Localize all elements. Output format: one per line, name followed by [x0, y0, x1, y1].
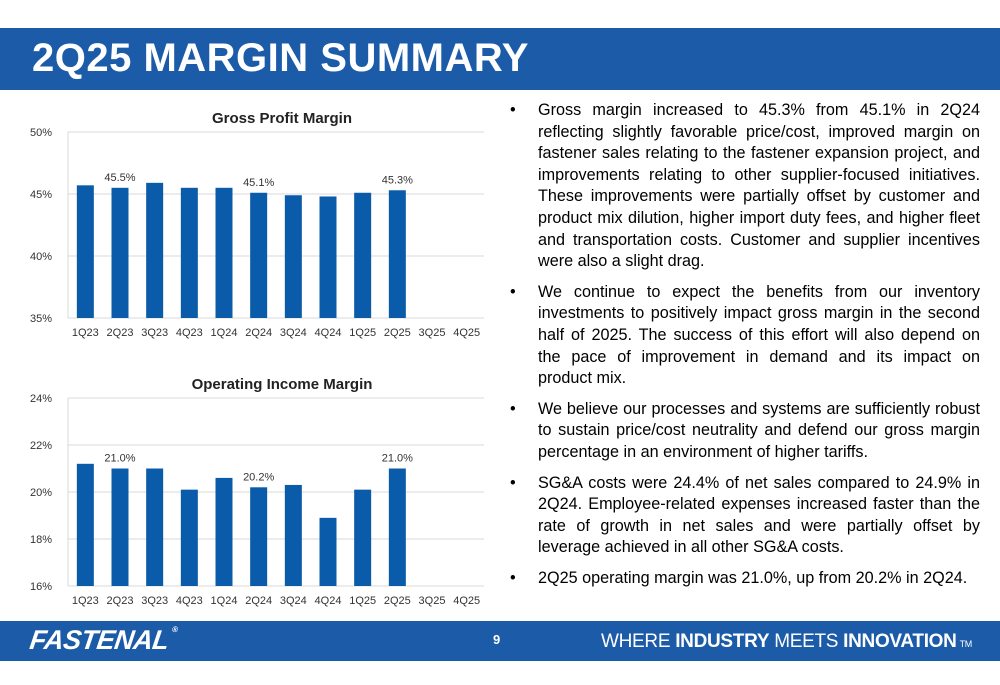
x-tick-label: 1Q24	[211, 327, 238, 339]
x-tick-label: 2Q25	[384, 595, 411, 607]
x-tick-label: 4Q25	[453, 327, 480, 339]
y-tick-label: 35%	[30, 313, 52, 325]
bullet-dot: •	[510, 282, 516, 301]
x-tick-label: 3Q24	[280, 327, 307, 339]
bar	[354, 489, 372, 586]
gross-profit-margin-svg: Gross Profit Margin 35% 40% 45% 50% 1Q23 2Q23 3…	[30, 110, 484, 339]
bullet-item: • Gross margin increased to 45.3% from 45…	[510, 100, 980, 273]
x-tick-label: 2Q25	[384, 327, 411, 339]
slide-title: 2Q25 MARGIN SUMMARY	[32, 36, 529, 80]
y-tick-label: 22%	[30, 440, 52, 452]
bar	[146, 468, 164, 586]
x-tick-label: 2Q24	[245, 595, 272, 607]
data-label: 21.0%	[382, 453, 413, 465]
bar	[146, 182, 164, 318]
y-tick-label: 24%	[30, 393, 52, 405]
bullet-list: • Gross margin increased to 45.3% from 45…	[510, 100, 980, 598]
bullet-text: 2Q25 operating margin was 21.0%, up from…	[538, 568, 968, 587]
gross-profit-margin-chart: Gross Profit Margin 35% 40% 45% 50% 1Q23 2Q23 3…	[0, 104, 490, 344]
tagline-word: MEETS	[774, 631, 839, 652]
registered-mark: ®	[171, 625, 179, 634]
x-tick-label: 2Q23	[107, 327, 134, 339]
y-tick-label: 16%	[30, 581, 52, 593]
bullet-item: • 2Q25 operating margin was 21.0%, up fro…	[510, 568, 980, 590]
page-number: 9	[493, 632, 501, 647]
operating-income-margin-svg: Operating Income Margin 16% 18% 20% 22% 24% 1Q…	[30, 376, 484, 607]
bullet-dot: •	[510, 568, 516, 587]
bar	[388, 190, 406, 318]
data-label: 21.0%	[104, 453, 135, 465]
x-tick-label: 1Q25	[349, 327, 376, 339]
tagline-word: INDUSTRY	[675, 631, 770, 652]
x-tick-label: 4Q23	[176, 595, 203, 607]
bar	[354, 192, 372, 318]
x-tick-label: 3Q23	[141, 327, 168, 339]
trademark-mark: TM	[959, 639, 973, 649]
bullet-item: • We continue to expect the benefits from…	[510, 282, 980, 390]
x-tick-label: 4Q24	[315, 595, 342, 607]
bullet-text: SG&A costs were 24.4% of net sales compa…	[538, 473, 980, 557]
bar	[180, 489, 198, 586]
y-tick-label: 18%	[30, 534, 52, 546]
bar	[250, 192, 268, 318]
bar	[76, 185, 94, 318]
bullet-dot: •	[510, 101, 516, 119]
bar	[284, 484, 302, 586]
data-label: 20.2%	[243, 471, 274, 483]
data-label: 45.3%	[382, 174, 413, 186]
chart-title: Gross Profit Margin	[212, 110, 352, 127]
bar	[319, 196, 337, 318]
bullet-dot: •	[510, 399, 516, 418]
bar	[250, 487, 268, 586]
bullet-text: Gross margin increased to 45.3% from 45.…	[538, 101, 980, 271]
x-tick-label: 1Q23	[72, 595, 99, 607]
title-bar: 2Q25 MARGIN SUMMARY	[0, 28, 1000, 90]
x-tick-label: 4Q25	[453, 595, 480, 607]
fastenal-logo: FASTENAL®	[28, 625, 178, 656]
bullet-item: • We believe our processes and systems ar…	[510, 399, 980, 464]
bar	[180, 187, 198, 318]
logo-text: FASTENAL	[27, 625, 171, 655]
tagline-word: WHERE	[600, 631, 671, 652]
footer-bar: FASTENAL® 9 WHERE INDUSTRY MEETS INNOVAT…	[0, 621, 1000, 661]
bullet-dot: •	[510, 473, 516, 492]
tagline: WHERE INDUSTRY MEETS INNOVATION TM	[601, 631, 972, 653]
x-tick-label: 2Q23	[107, 595, 134, 607]
y-tick-label: 20%	[30, 487, 52, 499]
bullet-text: We believe our processes and systems are…	[538, 399, 980, 461]
chart-title: Operating Income Margin	[192, 376, 373, 393]
x-tick-label: 1Q25	[349, 595, 376, 607]
x-tick-label: 3Q25	[419, 327, 446, 339]
data-label: 45.5%	[104, 172, 135, 184]
x-tick-label: 4Q24	[315, 327, 342, 339]
bullet-text: We continue to expect the benefits from …	[538, 282, 980, 388]
x-tick-label: 4Q23	[176, 327, 203, 339]
bar	[111, 187, 129, 318]
data-label: 45.1%	[243, 177, 274, 189]
x-tick-label: 2Q24	[245, 327, 272, 339]
x-tick-label: 3Q23	[141, 595, 168, 607]
bar	[76, 463, 94, 586]
y-tick-label: 40%	[30, 251, 52, 263]
x-tick-label: 3Q25	[419, 595, 446, 607]
x-tick-label: 3Q24	[280, 595, 307, 607]
operating-income-margin-chart: Operating Income Margin 16% 18% 20% 22% 24% 1Q…	[0, 370, 490, 615]
bar	[215, 187, 233, 318]
tagline-word: INNOVATION	[843, 631, 957, 652]
x-tick-label: 1Q24	[211, 595, 238, 607]
bar	[111, 468, 129, 586]
bar	[215, 477, 233, 586]
x-tick-label: 1Q23	[72, 327, 99, 339]
bar	[319, 517, 337, 586]
bar	[284, 195, 302, 318]
bullet-item: • SG&A costs were 24.4% of net sales comp…	[510, 473, 980, 559]
bar	[388, 468, 406, 586]
y-tick-label: 50%	[30, 127, 52, 139]
y-tick-label: 45%	[30, 189, 52, 201]
